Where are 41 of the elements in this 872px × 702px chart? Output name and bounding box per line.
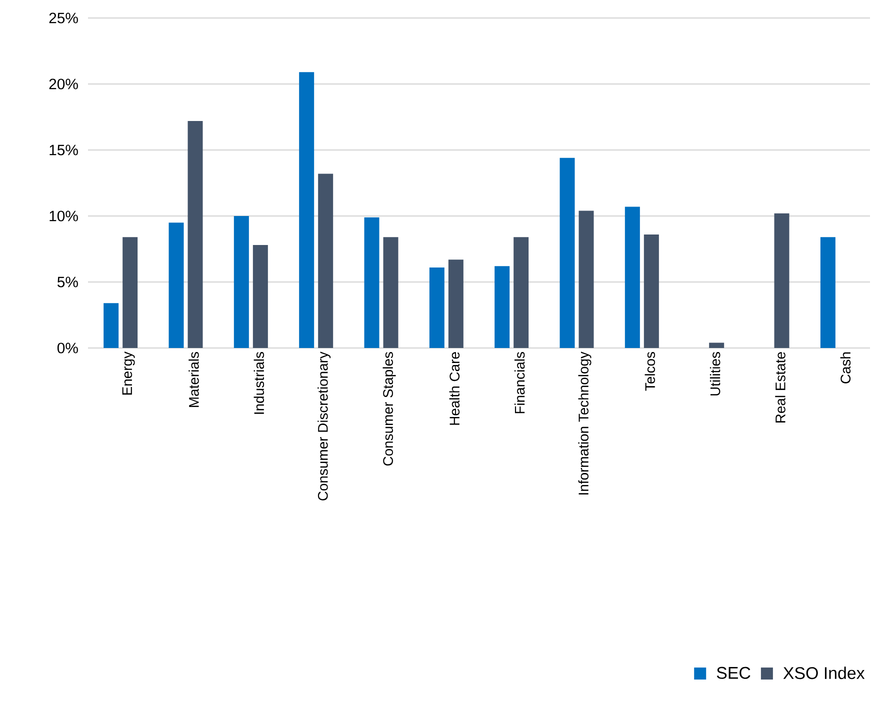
x-tick-label: Health Care [449,352,460,425]
bar [820,237,836,348]
y-tick-label: 10% [50,210,78,222]
legend-label: SEC [716,666,750,679]
y-tick-label: 15% [50,144,78,156]
bar [299,72,314,348]
bar [252,245,268,348]
y-tick-label: 20% [49,78,78,90]
bar [122,237,138,348]
x-tick-label: Industrials [254,352,264,414]
x-tick-label: Cash [840,352,851,384]
bar [188,120,203,348]
bar [494,266,510,348]
x-tick-label: Real Estate [775,352,786,422]
x-tick-label: Consumer Staples [382,352,396,466]
x-tick-label: Consumer Discretionary [318,352,331,500]
bar [644,234,659,348]
bar [514,237,529,348]
bar [624,206,640,348]
x-tick-label: Utilities [710,352,720,396]
legend-label: XSO Index [783,666,865,680]
bar [364,217,380,348]
bar [383,237,398,348]
y-tick-label: 0% [57,342,78,354]
bar [774,213,790,348]
y-tick-label: 25% [49,12,78,24]
x-tick-label: Materials [188,352,199,407]
bar [709,342,724,348]
bar [234,216,249,348]
x-tick-label: Financials [514,352,525,414]
x-tick-label: Information Technology [578,352,592,494]
bar [318,174,334,348]
x-tick-label: Energy [122,352,135,395]
y-tick-label: 5% [57,276,78,288]
bar [429,267,444,348]
bar [104,303,119,348]
x-tick-label: Telcos [644,352,656,391]
bar [578,210,594,348]
bar [168,222,184,348]
bar [448,260,464,348]
bar [560,158,575,348]
